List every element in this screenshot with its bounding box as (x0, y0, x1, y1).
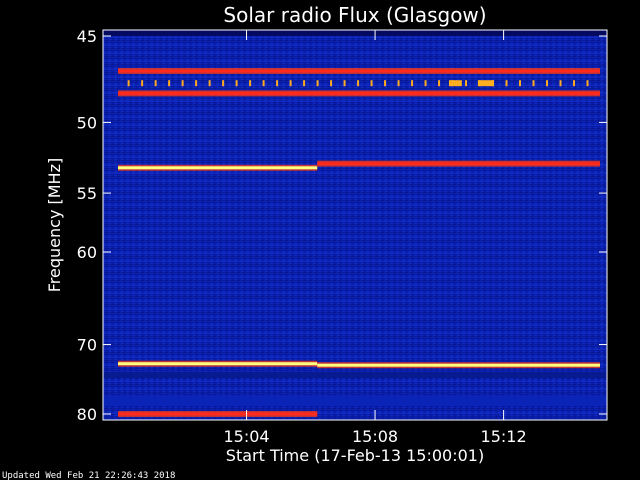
emission-line (118, 91, 600, 95)
x-axis-label: Start Time (17-Feb-13 15:00:01) (226, 446, 484, 465)
y-axis-label: Frequency [MHz] (45, 158, 64, 292)
burst-mark (532, 80, 535, 87)
burst-marks (127, 80, 589, 87)
burst-mark (384, 80, 387, 87)
burst-patch (477, 80, 494, 87)
burst-mark (141, 80, 144, 87)
emission-line (317, 162, 600, 166)
burst-mark (235, 80, 238, 87)
update-footer: Updated Wed Feb 21 22:26:43 2018 (2, 471, 175, 480)
burst-mark (222, 80, 225, 87)
plot-area: 45 50 55 60 70 80 15:04 15:08 15:12 (77, 27, 608, 446)
y-tick-label: 60 (77, 243, 97, 262)
burst-mark (519, 80, 522, 87)
y-tick-label: 70 (77, 336, 97, 355)
dark-band-low (103, 372, 607, 378)
burst-patch (448, 80, 462, 87)
burst-mark (276, 80, 279, 87)
x-tick-label: 15:08 (352, 427, 398, 446)
burst-mark (330, 80, 333, 87)
emission-line (317, 363, 600, 367)
plot-frame (102, 29, 608, 421)
burst-mark (411, 80, 414, 87)
chart-title: Solar radio Flux (Glasgow) (223, 3, 486, 27)
emission-lines (118, 68, 600, 417)
burst-mark (438, 80, 441, 87)
burst-mark (154, 80, 157, 87)
x-tick-label: 15:04 (223, 427, 269, 446)
burst-mark (357, 80, 360, 87)
burst-mark (505, 80, 508, 87)
emission-line (118, 362, 318, 366)
emission-line (118, 166, 318, 170)
y-tick-label: 80 (77, 405, 97, 424)
burst-mark (208, 80, 211, 87)
burst-mark (289, 80, 292, 87)
burst-mark (559, 80, 562, 87)
emission-line (118, 69, 600, 73)
burst-mark (316, 80, 319, 87)
burst-mark (397, 80, 400, 87)
burst-mark (195, 80, 198, 87)
burst-mark (343, 80, 346, 87)
y-tick-label: 50 (77, 113, 97, 132)
burst-mark (168, 80, 171, 87)
burst-mark (181, 80, 184, 87)
burst-mark (424, 80, 427, 87)
y-tick-label: 45 (77, 27, 97, 46)
emission-line (118, 412, 318, 416)
burst-mark (262, 80, 265, 87)
burst-mark (249, 80, 252, 87)
burst-mark (465, 80, 468, 87)
y-tick-label: 55 (77, 184, 97, 203)
burst-mark (303, 80, 306, 87)
burst-mark (127, 80, 130, 87)
y-ticks: 45 50 55 60 70 80 (77, 27, 607, 424)
x-tick-label: 15:12 (481, 427, 527, 446)
dark-band-bottom (103, 396, 607, 406)
burst-mark (586, 80, 589, 87)
burst-mark (370, 80, 373, 87)
burst-mark (546, 80, 549, 87)
x-ticks: 15:04 15:08 15:12 (223, 30, 527, 446)
burst-mark (573, 80, 576, 87)
dark-band-top (103, 30, 607, 36)
